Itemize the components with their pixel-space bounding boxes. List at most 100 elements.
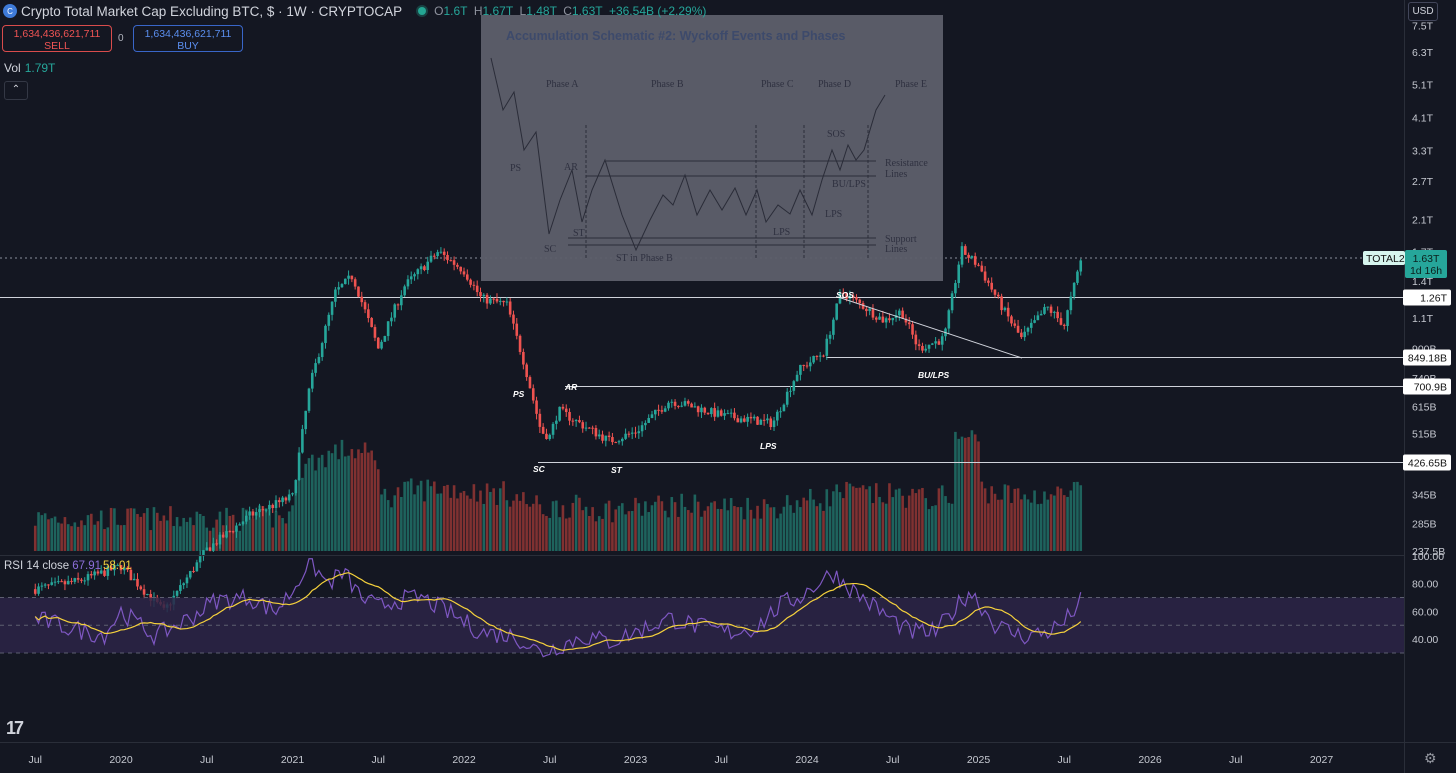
candle-body	[743, 418, 746, 421]
candle-body	[482, 295, 485, 296]
candle-body	[50, 582, 53, 585]
volume-bar	[288, 511, 291, 551]
candle-body	[581, 422, 584, 428]
candle-body	[443, 252, 446, 255]
volume-bar	[136, 514, 139, 551]
gear-icon[interactable]: ⚙	[1424, 750, 1437, 767]
candle-body	[644, 423, 647, 425]
volume-bar	[248, 516, 251, 551]
candle-body	[707, 413, 710, 414]
volume-bar	[961, 437, 964, 551]
volume-bar	[482, 504, 485, 551]
candle-body	[674, 402, 677, 406]
price-axis-tick: 515B	[1412, 428, 1437, 440]
candle-body	[413, 274, 416, 276]
volume-bar	[413, 494, 416, 551]
volume-bar	[90, 514, 93, 551]
candle-body	[222, 535, 225, 538]
volume-bar	[489, 492, 492, 551]
candle-body	[351, 276, 354, 280]
volume-bar	[628, 511, 631, 551]
volume-bar	[954, 432, 957, 551]
candle-body	[499, 301, 502, 302]
candle-body	[601, 434, 604, 440]
volume-bar	[915, 493, 918, 551]
candle-body	[450, 260, 453, 261]
volume-bar	[605, 504, 608, 551]
candle-body	[548, 435, 551, 439]
volume-bar	[565, 519, 568, 551]
volume-bar	[281, 518, 284, 551]
sell-button[interactable]: 1,634,436,621,711 SELL	[2, 25, 112, 52]
symbol-title[interactable]: Crypto Total Market Cap Excluding BTC, $…	[21, 4, 402, 19]
time-axis-tick: 2023	[624, 754, 648, 766]
candle-body	[1013, 323, 1016, 325]
price-axis-tick: 2.1T	[1412, 214, 1434, 226]
volume-bar	[337, 459, 340, 551]
volume-bar	[446, 485, 449, 551]
candle-body	[469, 280, 472, 285]
volume-bar	[529, 507, 532, 551]
volume-bar	[492, 488, 495, 551]
candle-body	[552, 424, 555, 435]
candle-body	[746, 417, 749, 422]
candle-body	[262, 509, 265, 510]
volume-bar	[215, 520, 218, 551]
volume-bar	[110, 508, 113, 551]
volume-bar	[1043, 491, 1046, 551]
candle-body	[588, 428, 591, 429]
volume-bar	[987, 503, 990, 551]
candle-body	[258, 509, 261, 512]
volume-bar	[654, 502, 657, 551]
time-axis-tick: Jul	[543, 754, 556, 766]
candle-body	[713, 408, 716, 417]
volume-bar	[948, 503, 951, 551]
candle-body	[242, 522, 245, 525]
candle-body	[938, 341, 941, 344]
volume-bar	[997, 500, 1000, 551]
volume-bar	[951, 504, 954, 551]
volume-bar	[941, 485, 944, 551]
volume-bar	[799, 507, 802, 551]
volume-bar	[905, 508, 908, 551]
volume-bar	[341, 440, 344, 551]
candle-body	[182, 583, 185, 585]
volume-bar	[426, 480, 429, 551]
volume-bar	[199, 514, 202, 551]
chevron-up-icon[interactable]: ⌃	[4, 81, 28, 100]
tradingview-logo-icon[interactable]: 17	[6, 718, 22, 739]
volume-bar	[522, 492, 525, 551]
rsi-legend[interactable]: RSI 14 close 67.91 58.01	[4, 560, 132, 572]
candle-body	[690, 404, 693, 408]
candle-body	[697, 406, 700, 412]
candle-body	[179, 585, 182, 591]
candle-body	[407, 279, 410, 286]
volume-bar	[229, 516, 232, 551]
candle-body	[1060, 318, 1063, 325]
symbol-logo-icon[interactable]: C	[3, 4, 17, 18]
volume-bar	[364, 442, 367, 551]
candle-body	[506, 301, 509, 302]
candle-body	[980, 266, 983, 272]
candle-body	[1040, 314, 1043, 315]
volume-bar	[839, 492, 842, 551]
volume-bar	[825, 489, 828, 551]
volume-bar	[585, 507, 588, 551]
volume-legend[interactable]: Vol 1.79T	[4, 61, 55, 75]
candle-body	[512, 315, 515, 324]
market-status-icon[interactable]	[418, 7, 426, 15]
time-axis-tick: 2021	[281, 754, 305, 766]
volume-bar	[298, 478, 301, 551]
candle-body	[1000, 296, 1003, 310]
buy-button[interactable]: 1,634,436,621,711 BUY	[133, 25, 243, 52]
candle-body	[971, 256, 974, 258]
candle-body	[1079, 260, 1082, 271]
candle-body	[717, 410, 720, 416]
volume-bar	[360, 453, 363, 551]
currency-selector[interactable]: USD	[1408, 2, 1438, 21]
candle-body	[492, 299, 495, 300]
volume-bar	[146, 508, 149, 551]
candle-body	[186, 577, 189, 583]
volume-bar	[390, 507, 393, 551]
